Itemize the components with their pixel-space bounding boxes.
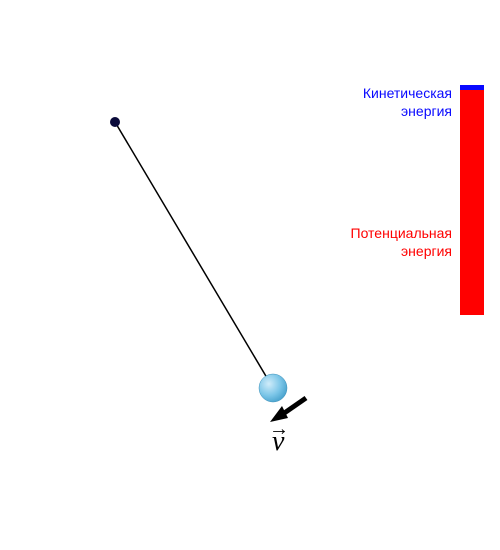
potential-energy-label: Потенциальная энергия	[351, 224, 453, 260]
kinetic-energy-label: Кинетическая энергия	[363, 84, 452, 120]
pendulum-string	[115, 122, 273, 388]
velocity-symbol: v	[272, 426, 284, 458]
potential-label-line2: энергия	[401, 243, 452, 259]
pendulum-bob	[259, 374, 287, 402]
kinetic-label-line1: Кинетическая	[363, 85, 452, 101]
potential-energy-bar	[460, 90, 484, 315]
kinetic-label-line2: энергия	[401, 103, 452, 119]
pendulum-pivot	[110, 117, 120, 127]
pendulum-diagram	[0, 0, 500, 550]
energy-bar	[460, 85, 484, 315]
potential-label-line1: Потенциальная	[351, 225, 453, 241]
